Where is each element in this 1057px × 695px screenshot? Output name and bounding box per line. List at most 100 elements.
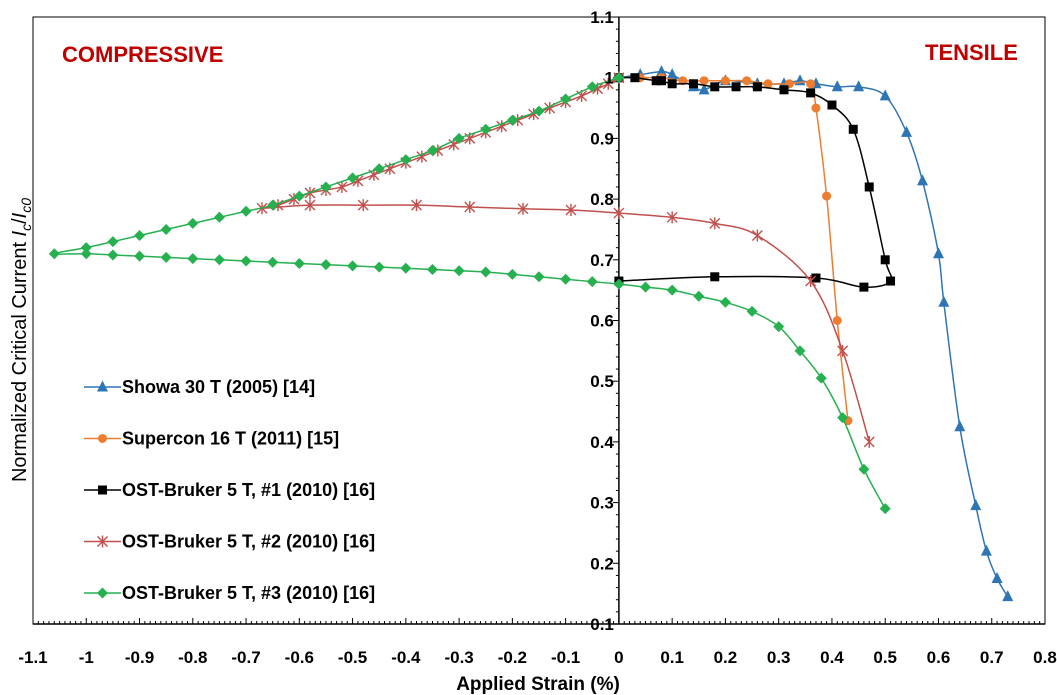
data-point	[533, 105, 545, 117]
data-point	[651, 76, 661, 86]
data-point	[304, 199, 316, 212]
data-point	[320, 259, 332, 271]
data-point	[586, 81, 598, 93]
data-point	[751, 229, 763, 242]
x-tick-label: 0.1	[660, 648, 684, 667]
data-point	[837, 344, 849, 357]
y-axis-label: Normalized Critical Current Ic/Ic0	[9, 198, 34, 482]
data-point	[848, 124, 858, 134]
y-tick-label: 0.8	[590, 190, 614, 209]
data-point	[763, 79, 773, 89]
data-point	[453, 132, 465, 144]
series-4	[256, 71, 875, 448]
data-point	[832, 316, 842, 325]
x-tick-label: 0.2	[714, 648, 738, 667]
y-tick-label: 0.1	[590, 615, 614, 634]
x-tick-label: 0.3	[767, 648, 791, 667]
data-point	[134, 230, 146, 242]
legend: Showa 30 T (2005) [14] Supercon 16 T (201…	[84, 377, 375, 603]
y-tick-label: 0.6	[590, 312, 614, 331]
y-axis-label-sub1: c	[18, 224, 34, 231]
x-tick-label: -0.4	[391, 648, 421, 667]
x-tick-label: -1.1	[18, 648, 47, 667]
data-point	[667, 79, 677, 89]
data-point	[831, 80, 843, 92]
data-point	[187, 253, 199, 265]
x-axis-label: Applied Strain (%)	[456, 674, 620, 695]
data-point	[630, 73, 640, 83]
data-point	[480, 266, 492, 278]
data-point	[698, 83, 710, 95]
data-point	[815, 372, 827, 384]
legend-label: Showa 30 T (2005) [14]	[122, 377, 315, 397]
data-point	[657, 76, 667, 86]
series-1	[613, 65, 1014, 602]
data-point	[426, 145, 438, 157]
data-point	[699, 76, 709, 86]
data-point	[586, 276, 598, 288]
data-point	[954, 420, 966, 432]
series-line	[260, 77, 870, 443]
data-point	[709, 217, 721, 230]
data-point	[187, 217, 199, 229]
series-line	[618, 76, 849, 421]
legend-marker	[97, 587, 108, 599]
data-point	[293, 257, 305, 269]
data-point	[932, 247, 944, 259]
y-tick-label: 1.1	[590, 8, 614, 27]
data-point	[656, 65, 668, 77]
data-point	[731, 82, 741, 92]
data-point	[879, 89, 891, 101]
data-point	[886, 276, 896, 286]
legend-label: OST-Bruker 5 T, #1 (2010) [16]	[122, 480, 375, 500]
data-point	[773, 321, 785, 333]
x-tick-label: 0.8	[1033, 648, 1057, 667]
legend-item-4: OST-Bruker 5 T, #2 (2010) [16]	[84, 532, 375, 552]
data-point	[613, 72, 625, 84]
data-point	[666, 211, 678, 224]
data-point	[320, 181, 332, 193]
data-point	[400, 154, 412, 166]
x-tick-label: -0.8	[178, 648, 207, 667]
data-point	[693, 290, 705, 302]
y-tick-label: 0.9	[590, 129, 614, 148]
data-point	[464, 200, 476, 213]
data-point	[901, 125, 913, 137]
legend-item-5: OST-Bruker 5 T, #3 (2010) [16]	[84, 583, 375, 603]
data-point	[688, 79, 698, 89]
series-line	[618, 70, 1009, 598]
tick-labels: -1.1 -1 -0.9 -0.8 -0.7 -0.6 -0.5 -0.4 -0.3 -0.2 -0…	[18, 8, 1056, 667]
data-point	[811, 273, 821, 283]
data-point	[938, 295, 950, 307]
data-point	[240, 255, 252, 267]
legend-marker	[98, 485, 107, 495]
legend-item-3: OST-Bruker 5 T, #1 (2010) [16]	[84, 480, 375, 500]
data-point	[806, 88, 816, 98]
data-point	[80, 248, 92, 260]
x-tick-label: -0.6	[285, 648, 314, 667]
legend-label: OST-Bruker 5 T, #2 (2010) [16]	[122, 532, 375, 552]
data-point	[811, 103, 821, 113]
x-tick-label: 0.7	[980, 648, 1004, 667]
x-tick-label: -0.3	[444, 648, 473, 667]
data-point	[506, 114, 518, 126]
data-point	[240, 205, 252, 217]
data-point	[160, 251, 172, 263]
data-point	[560, 93, 572, 105]
data-point	[719, 296, 731, 308]
data-point	[336, 180, 348, 193]
data-point	[410, 199, 422, 212]
x-tick-label: 0	[614, 648, 623, 667]
data-point	[794, 345, 806, 357]
data-point	[805, 275, 817, 288]
tensile-annotation: TENSILE	[925, 40, 1018, 65]
data-point	[48, 248, 60, 260]
x-tick-label: -0.1	[551, 648, 580, 667]
y-axis-label-var2: I	[9, 212, 31, 218]
data-point	[213, 211, 225, 223]
legend-label: OST-Bruker 5 T, #3 (2010) [16]	[122, 583, 375, 603]
data-point	[480, 123, 492, 135]
data-point	[107, 249, 119, 261]
y-tick-label: 1	[604, 69, 613, 88]
data-point	[613, 278, 625, 290]
